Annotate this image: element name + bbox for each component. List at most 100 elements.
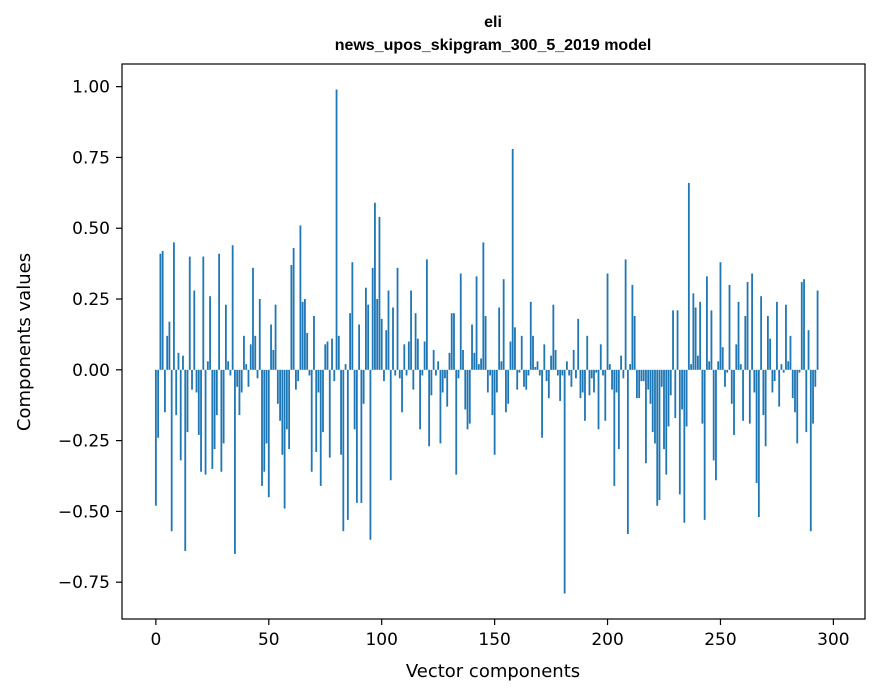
bar-158 xyxy=(511,148,514,370)
bar-178 xyxy=(556,369,559,376)
bar-230 xyxy=(674,369,677,418)
bar-34 xyxy=(231,245,234,370)
bar-168 xyxy=(534,366,537,370)
bar-61 xyxy=(292,248,295,370)
bar-50 xyxy=(267,369,270,498)
bar-249 xyxy=(717,361,720,370)
y-tick-label: 1.00 xyxy=(72,78,110,98)
bar-254 xyxy=(728,284,731,370)
bar-141 xyxy=(473,352,476,370)
bar-156 xyxy=(507,369,510,404)
bar-64 xyxy=(299,225,302,370)
bar-104 xyxy=(389,369,392,481)
bar-284 xyxy=(796,369,799,444)
bar-51 xyxy=(270,324,272,370)
bar-186 xyxy=(575,369,577,379)
bar-80 xyxy=(335,89,338,370)
bar-133 xyxy=(455,369,458,475)
bar-48 xyxy=(263,369,266,472)
bar-44 xyxy=(254,335,257,370)
bar-130 xyxy=(448,352,451,370)
bar-281 xyxy=(789,335,792,370)
bar-93 xyxy=(364,287,367,370)
bar-40 xyxy=(245,364,248,370)
y-tick-label: 0.25 xyxy=(72,290,110,310)
x-tick-label: 200 xyxy=(591,630,623,650)
bar-18 xyxy=(195,369,198,393)
bar-219 xyxy=(649,369,652,404)
bar-71 xyxy=(315,369,318,452)
bar-16 xyxy=(191,369,193,390)
bar-103 xyxy=(387,290,390,370)
bar-46 xyxy=(258,299,261,370)
bar-165 xyxy=(527,369,530,376)
bar-291 xyxy=(812,369,814,424)
bar-54 xyxy=(276,369,279,404)
bar-148 xyxy=(489,369,492,376)
bar-3 xyxy=(161,250,164,370)
bar-231 xyxy=(676,310,679,370)
bar-227 xyxy=(667,369,670,427)
bar-167 xyxy=(532,335,534,370)
bar-135 xyxy=(459,273,462,370)
bar-259 xyxy=(739,364,742,370)
bar-78 xyxy=(331,338,333,370)
bar-172 xyxy=(543,344,546,370)
bar-145 xyxy=(482,242,485,370)
y-tick-label: 0.50 xyxy=(72,219,110,239)
bar-108 xyxy=(398,369,401,379)
bar-83 xyxy=(342,369,345,532)
bar-21 xyxy=(202,256,205,370)
bar-72 xyxy=(317,369,320,393)
bar-128 xyxy=(444,369,446,379)
bar-31 xyxy=(224,304,227,370)
bar-86 xyxy=(349,313,351,370)
bar-268 xyxy=(760,296,763,370)
bar-27 xyxy=(215,369,218,416)
bar-218 xyxy=(647,369,650,390)
bar-43 xyxy=(252,267,254,370)
bar-277 xyxy=(780,364,783,370)
bar-274 xyxy=(773,369,776,382)
bar-39 xyxy=(243,335,245,370)
bar-207 xyxy=(622,369,625,379)
x-axis-label: Vector components xyxy=(406,661,580,682)
bar-58 xyxy=(285,369,288,430)
bar-79 xyxy=(333,369,336,382)
bar-271 xyxy=(766,316,769,370)
bar-177 xyxy=(554,349,557,370)
bar-150 xyxy=(493,369,496,455)
bar-114 xyxy=(412,369,415,390)
bar-171 xyxy=(541,369,543,438)
y-tick-label: 0.00 xyxy=(72,361,110,381)
y-tick-label: 0.75 xyxy=(72,148,110,168)
bar-176 xyxy=(552,304,555,370)
bar-90 xyxy=(358,324,361,370)
bar-217 xyxy=(645,369,647,464)
bar-32 xyxy=(227,361,230,370)
bar-62 xyxy=(294,369,297,390)
bar-49 xyxy=(265,369,268,444)
bar-9 xyxy=(175,369,178,416)
bar-13 xyxy=(184,369,187,552)
bar-243 xyxy=(703,369,706,520)
bar-81 xyxy=(337,335,340,370)
bar-11 xyxy=(179,369,182,461)
bar-208 xyxy=(624,259,627,370)
bar-293 xyxy=(816,290,819,370)
bar-206 xyxy=(620,355,623,370)
bar-204 xyxy=(615,369,618,393)
bar-253 xyxy=(726,369,729,373)
bar-76 xyxy=(326,341,329,370)
bar-77 xyxy=(328,369,331,458)
bar-266 xyxy=(755,369,758,484)
bar-258 xyxy=(737,301,740,370)
bar-237 xyxy=(690,364,693,370)
bar-6 xyxy=(168,321,171,370)
bar-264 xyxy=(751,273,753,370)
bar-111 xyxy=(405,369,408,376)
bar-250 xyxy=(719,262,722,370)
bar-273 xyxy=(771,369,774,393)
bar-122 xyxy=(430,369,433,396)
